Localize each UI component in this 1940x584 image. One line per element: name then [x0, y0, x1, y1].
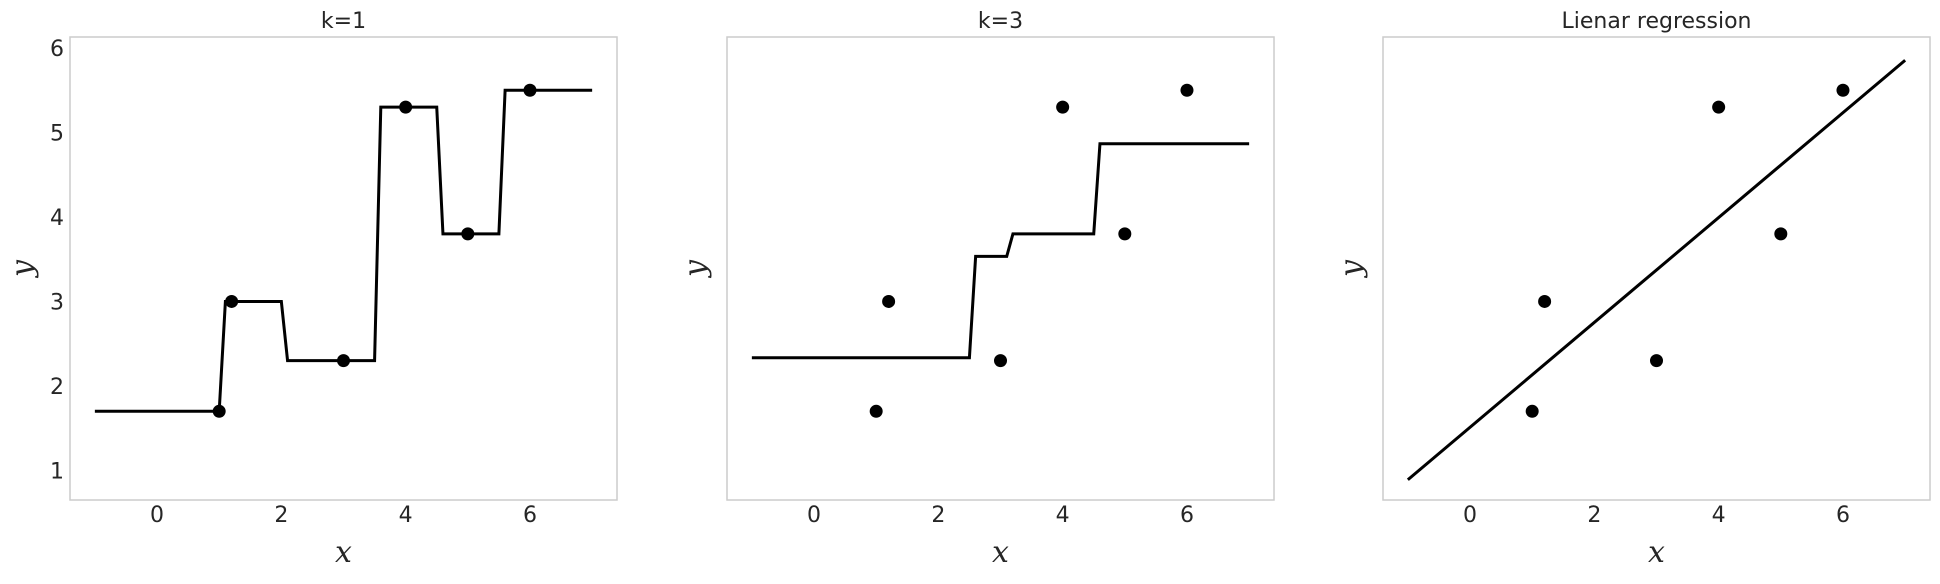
- x-tick-label: 0: [150, 503, 164, 528]
- y-tick-label: 4: [50, 206, 64, 231]
- prediction-line: [751, 142, 1250, 360]
- subplot-2: k=3 0 2 4 6 x y: [678, 9, 1275, 570]
- x-tick-label: 2: [274, 503, 288, 528]
- x-tick-label: 4: [1712, 503, 1726, 528]
- y-tick-label: 6: [50, 37, 64, 62]
- data-point: [1774, 227, 1788, 241]
- data-point: [1056, 100, 1070, 114]
- x-tick-label: 2: [931, 503, 945, 528]
- x-tick-label: 0: [1463, 503, 1477, 528]
- y-axis-label: y: [1334, 259, 1369, 279]
- data-point: [1538, 294, 1552, 308]
- data-point: [994, 354, 1007, 368]
- chart-title: k=1: [321, 9, 366, 34]
- data-point: [1712, 100, 1726, 114]
- x-tick-label: 4: [399, 503, 413, 528]
- y-tick-label: 1: [50, 459, 64, 484]
- chart-title: k=3: [978, 9, 1023, 34]
- x-tick-label: 2: [1587, 503, 1601, 528]
- x-axis-label: x: [1648, 535, 1665, 570]
- data-point: [523, 83, 537, 97]
- y-axis-label: y: [5, 259, 40, 279]
- axes-frame: [1382, 36, 1931, 501]
- x-tick-label: 4: [1056, 503, 1070, 528]
- data-point: [399, 100, 413, 114]
- y-tick-label: 5: [50, 121, 64, 146]
- x-tick-label: 6: [1836, 503, 1850, 528]
- x-tick-label: 0: [807, 503, 821, 528]
- data-point: [882, 294, 896, 308]
- data-point: [869, 404, 883, 418]
- prediction-line: [1406, 59, 1907, 481]
- y-tick-label: 3: [50, 290, 64, 315]
- data-point: [1180, 83, 1194, 97]
- data-point: [1650, 354, 1663, 368]
- data-point: [337, 354, 350, 368]
- data-point: [212, 404, 226, 418]
- y-tick-label: 2: [50, 375, 64, 400]
- axes-frame: [69, 36, 618, 501]
- y-axis-label: y: [678, 259, 713, 279]
- data-point: [1118, 227, 1132, 241]
- data-point: [461, 227, 475, 241]
- chart-title: Lienar regression: [1562, 9, 1752, 34]
- subplot-1: k=1 0 2 4 6 1 2 3 4 5 6 x y: [5, 9, 618, 570]
- axes-frame: [726, 36, 1275, 501]
- x-axis-label: x: [992, 535, 1009, 570]
- data-point: [225, 294, 239, 308]
- subplot-3: Lienar regression 0 2 4 6 x y: [1334, 9, 1931, 570]
- data-point: [1525, 404, 1539, 418]
- x-axis-label: x: [335, 535, 352, 570]
- x-tick-label: 6: [523, 503, 537, 528]
- x-tick-label: 6: [1180, 503, 1194, 528]
- data-point: [1836, 83, 1850, 97]
